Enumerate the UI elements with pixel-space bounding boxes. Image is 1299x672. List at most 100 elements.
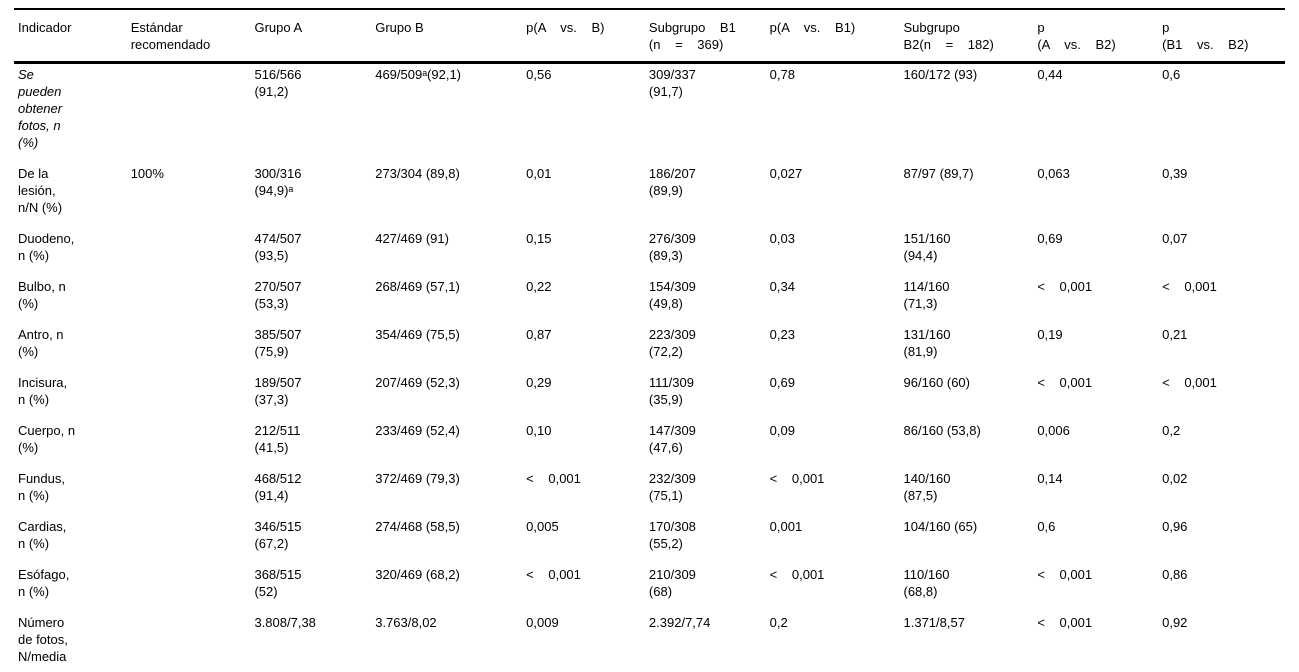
value-cell: < 0,001 <box>1037 615 1093 630</box>
col-header-p-a-b1: p(A vs. B1) <box>765 9 900 64</box>
value-cell: 0,69 <box>1037 231 1063 246</box>
value-cell <box>127 468 251 516</box>
value-cell <box>127 228 251 276</box>
value-cell: 151/160 (94,4) <box>903 231 951 263</box>
value-cell: 223/309 (72,2) <box>648 327 696 359</box>
value-cell: 100% <box>130 166 164 181</box>
table-row: Bulbo, n (%) 270/507 (53,3) 268/469 (57,1)… <box>14 276 1285 324</box>
indicator-cell: Cardias, n (%) <box>18 519 67 551</box>
value-cell: < 0,001 <box>1037 567 1093 582</box>
value-cell: 154/309 (49,8) <box>648 279 696 311</box>
value-cell: 0,03 <box>769 231 795 246</box>
value-cell: 0,56 <box>526 67 552 82</box>
value-cell: 276/309 (89,3) <box>648 231 696 263</box>
value-cell: 0,22 <box>526 279 552 294</box>
value-cell <box>127 612 251 672</box>
results-table: Indicador Estándar recomendado Grupo A G… <box>14 8 1285 672</box>
value-cell: 207/469 (52,3) <box>375 375 460 390</box>
value-cell: 0,02 <box>1162 471 1188 486</box>
value-cell: 354/469 (75,5) <box>375 327 460 342</box>
indicator-cell: Esófago, n (%) <box>18 567 70 599</box>
col-header-grupo-a: Grupo A <box>250 9 372 64</box>
indicator-cell: Duodeno, n (%) <box>18 231 75 263</box>
table-row: Número de fotos, N/media 3.808/7,38 3.763/… <box>14 612 1285 672</box>
value-cell: 468/512 (91,4) <box>254 471 302 503</box>
value-cell <box>127 63 251 164</box>
value-cell: 516/566 (91,2) <box>254 67 302 99</box>
value-cell: 86/160 (53,8) <box>903 423 981 438</box>
indicator-cell: De la lesión, n/N (%) <box>18 166 63 215</box>
value-cell: 140/160 (87,5) <box>903 471 951 503</box>
value-cell: < 0,001 <box>526 471 581 486</box>
value-cell: 131/160 (81,9) <box>903 327 951 359</box>
indicator-cell: Bulbo, n (%) <box>18 279 66 311</box>
value-cell: 320/469 (68,2) <box>375 567 460 582</box>
value-cell: 0,23 <box>769 327 795 342</box>
table-header: Indicador Estándar recomendado Grupo A G… <box>14 9 1285 64</box>
value-cell: 273/304 (89,8) <box>375 166 460 181</box>
col-header-p-a-b: p(A vs. B) <box>522 9 645 64</box>
indicator-cell: Cuerpo, n (%) <box>18 423 76 455</box>
value-cell: 368/515 (52) <box>254 567 302 599</box>
value-cell: 0,09 <box>769 423 795 438</box>
table-row: De la lesión, n/N (%) 100% 300/316 (94,9)ᵃ… <box>14 163 1285 228</box>
indicator-cell: Antro, n (%) <box>18 327 64 359</box>
value-cell: 0,78 <box>769 67 795 82</box>
value-cell: 469/509ᵃ(92,1) <box>375 67 462 82</box>
value-cell: 0,009 <box>526 615 559 630</box>
value-cell: 0,44 <box>1037 67 1063 82</box>
value-cell: 212/511 (41,5) <box>254 423 301 455</box>
value-cell: 3.763/8,02 <box>375 615 437 630</box>
value-cell <box>127 324 251 372</box>
value-cell: 3.808/7,38 <box>254 615 316 630</box>
value-cell <box>127 564 251 612</box>
value-cell: < 0,001 <box>526 567 581 582</box>
col-header-subgrupo-b2: Subgrupo B2(n = 182) <box>899 9 1034 64</box>
col-header-indicador: Indicador <box>14 9 127 64</box>
value-cell: 0,15 <box>526 231 552 246</box>
value-cell: 1.371/8,57 <box>903 615 965 630</box>
value-cell: 110/160 (68,8) <box>903 567 950 599</box>
value-cell: 0,39 <box>1162 166 1188 181</box>
value-cell: 0,6 <box>1037 519 1056 534</box>
col-header-p-b1-b2: p (B1 vs. B2) <box>1158 9 1285 64</box>
indicator-cell: Incisura, n (%) <box>18 375 68 407</box>
value-cell: 0,69 <box>769 375 795 390</box>
value-cell: 0,87 <box>526 327 552 342</box>
value-cell: 0,005 <box>526 519 559 534</box>
col-header-grupo-b: Grupo B <box>371 9 523 64</box>
col-header-p-a-b2: p (A vs. B2) <box>1033 9 1159 64</box>
value-cell: 0,6 <box>1162 67 1181 82</box>
value-cell: 346/515 (67,2) <box>254 519 302 551</box>
value-cell <box>127 372 251 420</box>
value-cell: 189/507 (37,3) <box>254 375 302 407</box>
value-cell: 270/507 (53,3) <box>254 279 302 311</box>
value-cell: < 0,001 <box>1037 279 1093 294</box>
value-cell: 300/316 (94,9)ᵃ <box>254 166 302 198</box>
value-cell: 385/507 (75,9) <box>254 327 302 359</box>
table-body: Se pueden obtener fotos, n (%) 516/566 (9… <box>14 63 1285 672</box>
col-header-estandar: Estándar recomendado <box>126 9 251 64</box>
table-row: Esófago, n (%) 368/515 (52) 320/469 (68,2)… <box>14 564 1285 612</box>
value-cell <box>127 516 251 564</box>
value-cell: 87/97 (89,7) <box>903 166 974 181</box>
value-cell: 104/160 (65) <box>903 519 978 534</box>
value-cell: 0,10 <box>526 423 552 438</box>
value-cell: 474/507 (93,5) <box>254 231 302 263</box>
header-row: Indicador Estándar recomendado Grupo A G… <box>14 9 1285 64</box>
col-header-subgrupo-b1: Subgrupo B1 (n = 369) <box>644 9 766 64</box>
indicator-cell: Fundus, n (%) <box>18 471 65 503</box>
value-cell: 111/309 (35,9) <box>648 375 694 407</box>
value-cell <box>127 420 251 468</box>
value-cell: 210/309 (68) <box>648 567 696 599</box>
value-cell: 0,006 <box>1037 423 1070 438</box>
table-row: Cardias, n (%) 346/515 (67,2) 274/468 (58,… <box>14 516 1285 564</box>
value-cell: 147/309 (47,6) <box>648 423 696 455</box>
value-cell <box>127 276 251 324</box>
value-cell: 160/172 (93) <box>903 67 978 82</box>
value-cell: 232/309 (75,1) <box>648 471 696 503</box>
value-cell: < 0,001 <box>1037 375 1093 390</box>
value-cell: < 0,001 <box>1162 279 1217 294</box>
value-cell: 372/469 (79,3) <box>375 471 460 486</box>
